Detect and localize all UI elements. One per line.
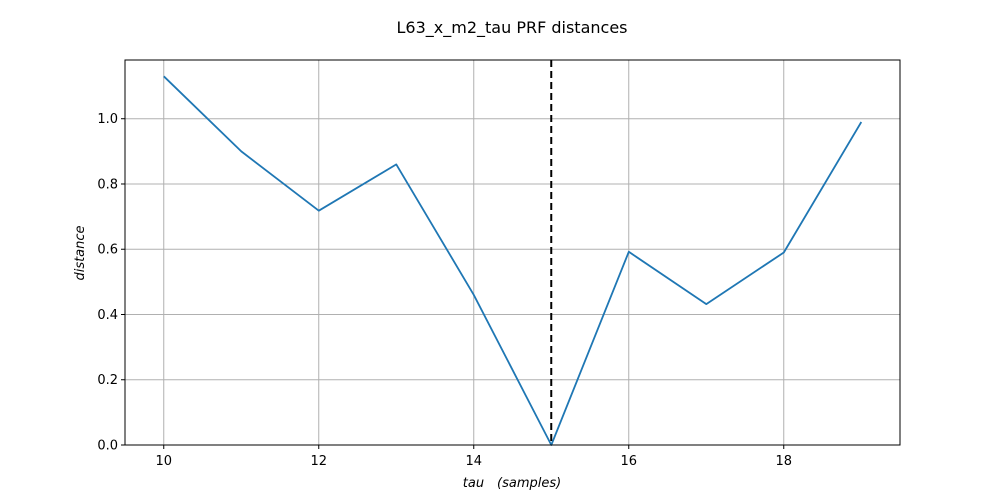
x-axis-label: tau (samples) (463, 476, 561, 491)
x-tick-label: 16 (620, 454, 637, 469)
x-tick-label: 10 (155, 454, 172, 469)
y-tick-label: 0.4 (97, 308, 118, 323)
series-line (163, 75, 863, 446)
plot-frame (124, 59, 901, 446)
chart-title: L63_x_m2_tau PRF distances (397, 18, 628, 38)
y-tick-label: 0.8 (97, 177, 118, 192)
ticks-layer: 10 12 14 16 18 0.0 0.2 0.4 0.6 0.8 1.0 (97, 112, 792, 469)
x-tick-label: 12 (310, 454, 327, 469)
x-tick-label: 14 (465, 454, 482, 469)
y-tick-label: 0.0 (97, 439, 118, 454)
y-tick-label: 0.6 (97, 243, 118, 258)
y-axis-label: distance (73, 225, 88, 280)
y-tick-label: 0.2 (97, 373, 118, 388)
y-tick-label: 1.0 (97, 112, 118, 127)
x-tick-label: 18 (775, 454, 792, 469)
series-layer (163, 60, 863, 446)
